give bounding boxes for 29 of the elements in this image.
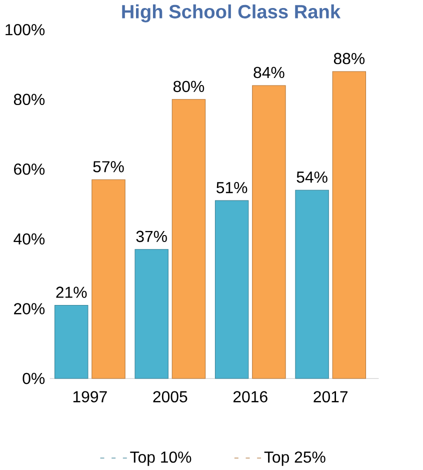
data-label: 54% [297,172,328,183]
data-label: 88% [334,52,365,64]
data-label: 80% [174,80,204,92]
data-label: 21% [56,286,87,298]
bar [92,179,126,379]
legend-label: Top 10% [130,452,192,466]
bar [295,190,330,379]
data-label: 84% [254,66,285,78]
data-label: 51% [216,182,248,194]
data-label: 37% [136,230,168,242]
y-tick-label: 40% [14,233,45,245]
x-tick-label: 1997 [74,391,108,402]
data-label: 57% [93,161,124,172]
y-tick-label: 100% [6,24,45,36]
bar [134,249,169,379]
y-tick-label: 60% [14,164,45,175]
bar [54,304,88,379]
bar [215,200,249,379]
bar [332,71,366,379]
bar [252,85,286,379]
x-tick-label: 2005 [153,391,188,402]
y-tick-label: 20% [14,303,45,314]
chart-title: High School Class Rank [122,4,341,22]
y-tick-label: 80% [14,94,45,106]
legend-label: Top 25% [264,452,326,466]
y-tick-label: 0% [23,372,45,384]
x-tick-label: 2016 [234,391,268,402]
x-tick-label: 2017 [314,391,348,402]
bar [172,99,206,379]
